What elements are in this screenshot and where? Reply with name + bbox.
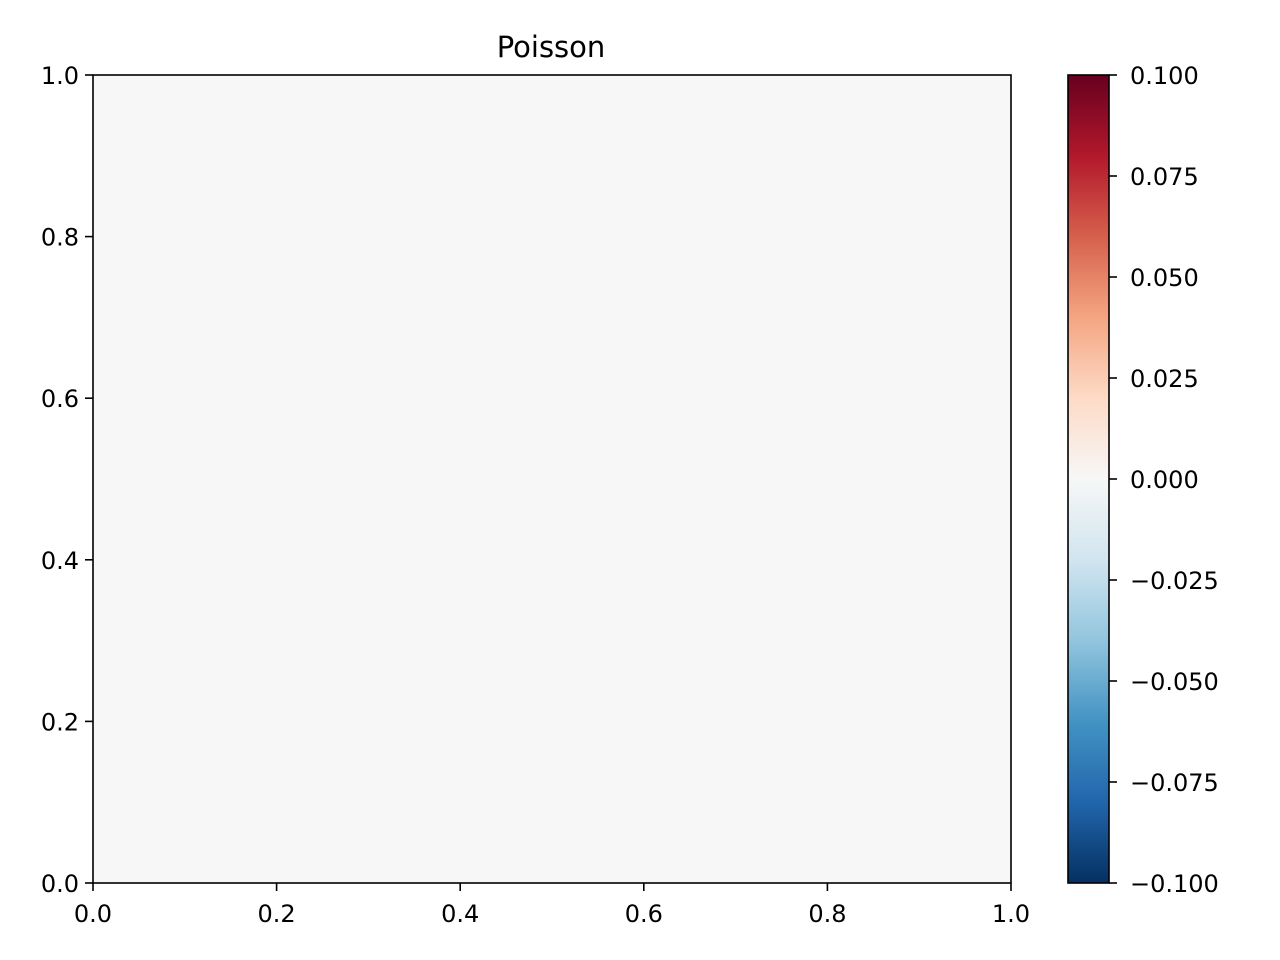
y-tick-label: 0.2 <box>41 708 79 736</box>
x-tick-label: 0.0 <box>74 900 112 928</box>
y-tick-label: 0.4 <box>41 547 79 575</box>
x-tick-label: 0.4 <box>441 900 479 928</box>
y-tick-label: 0.8 <box>41 224 79 252</box>
colorbar-tick-label: 0.050 <box>1130 264 1199 292</box>
colorbar-tick-label: 0.000 <box>1130 466 1199 494</box>
colorbar-tick-label: −0.025 <box>1130 567 1219 595</box>
colorbar-tick-label: 0.100 <box>1130 62 1199 90</box>
colorbar-tick-label: −0.100 <box>1130 870 1219 898</box>
colorbar-tick-label: 0.075 <box>1130 163 1199 191</box>
heatmap-field <box>93 75 1011 883</box>
y-axis: 0.0 0.2 0.4 0.6 0.8 1.0 <box>41 62 93 898</box>
y-tick-label: 1.0 <box>41 62 79 90</box>
plot-frame <box>92 74 1012 884</box>
colorbar-tick-label: −0.075 <box>1130 769 1219 797</box>
colorbar-axis: 0.100 0.075 0.050 0.025 0.000 −0.025 −0.050 −0.… <box>1109 62 1219 898</box>
colorbar-tick-label: −0.050 <box>1130 668 1219 696</box>
x-tick-label: 0.8 <box>808 900 846 928</box>
x-tick-label: 1.0 <box>992 900 1030 928</box>
colorbar <box>1068 75 1109 883</box>
colorbar-tick-label: 0.025 <box>1130 365 1199 393</box>
y-tick-label: 0.6 <box>41 385 79 413</box>
y-tick-label: 0.0 <box>41 870 79 898</box>
chart-title: Poisson <box>497 30 606 64</box>
x-axis: 0.0 0.2 0.4 0.6 0.8 1.0 <box>74 883 1030 928</box>
x-tick-label: 0.2 <box>258 900 296 928</box>
x-tick-label: 0.6 <box>625 900 663 928</box>
